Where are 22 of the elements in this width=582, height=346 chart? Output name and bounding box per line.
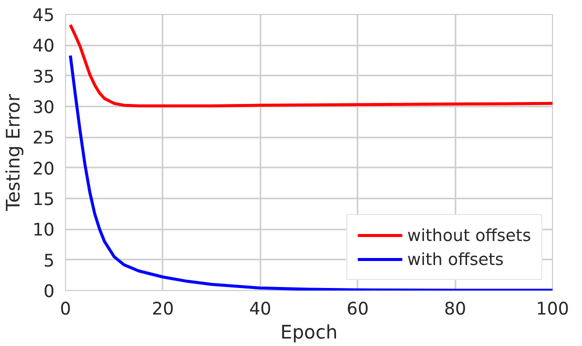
line-series	[68, 23, 552, 108]
y-tick-label: 35	[32, 67, 55, 88]
y-tick-label: 20	[32, 159, 55, 180]
y-tick-label: 30	[32, 98, 55, 118]
x-tick-label: 60	[346, 300, 369, 320]
x-tick-label: 40	[249, 300, 272, 320]
y-tick-label: 10	[32, 220, 55, 241]
x-tick-label: 100	[536, 300, 570, 320]
legend-label: without offsets	[407, 226, 531, 244]
y-tick-label: 5	[43, 251, 55, 272]
y-tick-label: 0	[43, 282, 55, 302]
x-axis-title: Epoch	[280, 322, 338, 344]
x-tick-label: 0	[60, 300, 72, 320]
y-axis-title: Testing Error	[3, 94, 24, 212]
legend-label: with offsets	[407, 250, 504, 268]
line-series	[68, 54, 552, 290]
y-tick-label: 40	[32, 36, 55, 57]
y-tick-label: 15	[32, 190, 55, 210]
y-tick-label: 45	[32, 6, 55, 26]
x-tick-label: 20	[152, 300, 174, 320]
y-tick-label: 25	[32, 128, 55, 149]
x-tick-label: 80	[444, 300, 466, 320]
